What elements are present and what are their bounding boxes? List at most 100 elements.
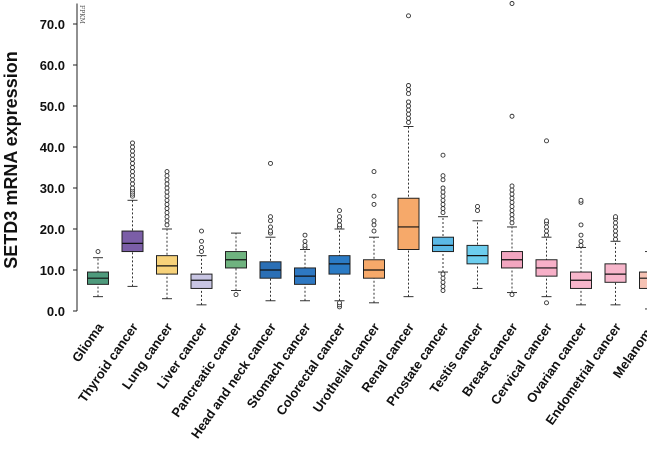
- outlier-point: [164, 210, 170, 216]
- outlier-point: [302, 238, 308, 244]
- y-tick-label: 70.0: [40, 17, 65, 32]
- boxes-group: [87, 1, 647, 310]
- outlier-point: [199, 244, 204, 250]
- y-tick-label: 10.0: [40, 263, 65, 278]
- outlier-point: [302, 242, 308, 248]
- iqr-box: [328, 255, 351, 275]
- iqr-box: [432, 236, 454, 253]
- outlier-point: [199, 228, 204, 234]
- iqr-box: [466, 244, 489, 265]
- outlier-point: [371, 218, 377, 224]
- outlier-point: [130, 156, 135, 162]
- outlier-point: [406, 13, 411, 19]
- outlier-point: [440, 279, 446, 285]
- outlier-point: [130, 160, 135, 166]
- outlier-point: [613, 228, 618, 234]
- box-stomach-cancer: [294, 232, 316, 302]
- outlier-point: [164, 177, 170, 183]
- outlier-point: [164, 214, 170, 220]
- y-tick-label: 30.0: [40, 181, 65, 196]
- outlier-point: [371, 193, 377, 199]
- outlier-point: [406, 107, 411, 113]
- outlier-point: [475, 208, 480, 214]
- box-breast-cancer: [501, 1, 523, 298]
- outlier-point: [164, 201, 170, 207]
- outlier-point: [337, 300, 342, 306]
- iqr-box: [604, 263, 627, 283]
- iqr-box: [397, 197, 420, 250]
- outlier-point: [268, 228, 273, 234]
- y-axis-label: SETD3 mRNA expression: [1, 51, 21, 268]
- outlier-point: [440, 152, 446, 158]
- iqr-box: [190, 273, 213, 289]
- outlier-point: [95, 249, 101, 255]
- box-endometrial-cancer: [604, 214, 627, 306]
- outlier-point: [440, 177, 446, 183]
- outlier-point: [509, 220, 515, 226]
- outlier-point: [578, 197, 584, 203]
- outlier-point: [164, 169, 170, 175]
- iqr-box: [639, 271, 647, 289]
- outlier-point: [199, 249, 204, 255]
- y-tick-label: 40.0: [40, 140, 65, 155]
- outlier-point: [371, 228, 377, 234]
- outlier-point: [337, 222, 342, 228]
- outlier-point: [578, 222, 584, 228]
- outlier-point: [164, 189, 170, 195]
- box-lung-cancer: [156, 169, 178, 300]
- outlier-point: [164, 193, 170, 199]
- outlier-point: [509, 187, 515, 193]
- outlier-point: [509, 212, 515, 218]
- outlier-point: [164, 218, 170, 224]
- outlier-point: [509, 1, 515, 6]
- outlier-point: [371, 222, 377, 228]
- outlier-point: [268, 160, 273, 166]
- box-liver-cancer: [190, 228, 213, 306]
- outlier-point: [440, 197, 446, 203]
- box-cervical-cancer: [535, 138, 558, 306]
- outlier-point: [613, 232, 618, 238]
- box-melanoma: [639, 251, 647, 310]
- outlier-point: [613, 220, 618, 226]
- outlier-point: [337, 214, 342, 220]
- outlier-point: [130, 185, 135, 191]
- outlier-point: [164, 173, 170, 179]
- outlier-point: [613, 214, 618, 220]
- y-axis-ticks: 0.0 10.0 20.0 30.0 40.0 50.0 60.0 70.0: [40, 3, 78, 319]
- outlier-point: [440, 210, 446, 216]
- outlier-point: [509, 199, 515, 205]
- outlier-point: [509, 216, 515, 222]
- box-thyroid-cancer: [121, 140, 144, 287]
- outlier-point: [164, 181, 170, 187]
- outlier-point: [406, 83, 411, 88]
- outlier-point: [130, 177, 135, 183]
- outlier-point: [578, 232, 584, 238]
- box-urothelial-cancer: [363, 169, 385, 304]
- outlier-point: [130, 140, 135, 146]
- outlier-point: [371, 201, 377, 207]
- outlier-point: [509, 113, 515, 119]
- y-tick-label: 60.0: [40, 58, 65, 73]
- outlier-point: [509, 203, 515, 209]
- outlier-point: [509, 183, 515, 189]
- outlier-point: [130, 169, 135, 175]
- outlier-point: [233, 292, 239, 298]
- outlier-point: [164, 197, 170, 203]
- outlier-point: [440, 189, 446, 195]
- y-tick-label: 50.0: [40, 99, 65, 114]
- outlier-point: [440, 193, 446, 199]
- outlier-point: [613, 236, 618, 242]
- outlier-point: [440, 173, 446, 179]
- outlier-point: [130, 144, 135, 150]
- outlier-point: [406, 103, 411, 109]
- outlier-point: [164, 185, 170, 191]
- y-tick-label: 0.0: [47, 304, 65, 319]
- outlier-point: [509, 191, 515, 197]
- y-tick-label: 20.0: [40, 222, 65, 237]
- outlier-point: [475, 203, 480, 209]
- outlier-point: [268, 218, 273, 224]
- outlier-point: [406, 111, 411, 117]
- outlier-point: [440, 288, 446, 293]
- outlier-point: [544, 224, 549, 230]
